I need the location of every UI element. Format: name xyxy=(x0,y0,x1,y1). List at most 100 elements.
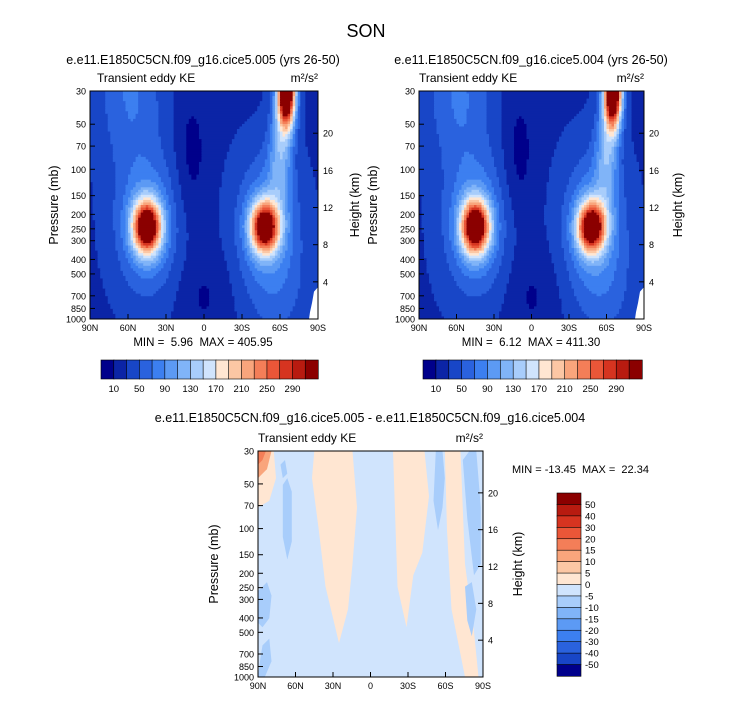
contour-cell xyxy=(112,159,137,163)
contour-cell xyxy=(629,250,644,254)
contour-cell xyxy=(107,121,159,125)
contour-cell xyxy=(138,222,157,226)
contour-cell xyxy=(138,220,157,224)
contour-cell xyxy=(259,243,266,247)
panel-c-ylabel: Pressure (mb) xyxy=(207,524,221,603)
contour-cell xyxy=(140,243,144,247)
contour-cell xyxy=(419,306,440,310)
contour-cell xyxy=(125,278,167,282)
contour-cell xyxy=(624,184,644,188)
contour-cell xyxy=(173,118,190,122)
contour-cell xyxy=(158,184,165,188)
colorbar-label: 50 xyxy=(585,500,596,511)
contour-cell xyxy=(252,250,256,254)
contour-cell xyxy=(158,225,162,229)
contour-cell xyxy=(516,235,548,239)
contour-cell xyxy=(158,187,167,191)
contour-cell xyxy=(158,220,162,224)
contour-cell xyxy=(606,189,613,193)
negative-patch xyxy=(282,478,292,560)
contour-cell xyxy=(133,258,137,262)
contour-cell xyxy=(474,205,478,209)
contour-cell xyxy=(606,96,620,100)
contour-cell xyxy=(576,215,580,219)
contour-cell xyxy=(466,293,483,297)
contour-cell xyxy=(544,210,563,214)
contour-cell xyxy=(624,103,628,107)
contour-cell xyxy=(609,263,618,267)
contour-cell xyxy=(181,192,220,196)
contour-cell xyxy=(516,121,525,125)
contour-cell xyxy=(499,184,510,188)
contour-cell xyxy=(272,205,276,209)
contour-cell xyxy=(176,225,187,229)
contour-cell xyxy=(166,245,172,249)
contour-cell xyxy=(135,182,157,186)
contour-cell xyxy=(290,230,294,234)
contour-cell xyxy=(569,177,583,181)
contour-cell xyxy=(300,210,318,214)
y-tick-label: 400 xyxy=(239,613,254,623)
contour-cell xyxy=(604,235,608,239)
contour-cell xyxy=(236,311,258,315)
contour-cell xyxy=(254,215,258,219)
contour-cell xyxy=(133,225,137,229)
contour-cell xyxy=(269,96,273,100)
contour-cell xyxy=(506,288,530,292)
contour-cell xyxy=(297,169,314,173)
contour-cell xyxy=(287,184,294,188)
contour-cell xyxy=(168,270,182,274)
contour-cell xyxy=(606,91,620,95)
contour-cell xyxy=(90,136,111,140)
contour-cell xyxy=(282,111,291,115)
contour-cell xyxy=(479,199,485,204)
contour-cell xyxy=(120,222,127,226)
contour-cell xyxy=(269,93,273,97)
contour-cell xyxy=(272,210,276,214)
contour-cell xyxy=(247,263,256,267)
contour-cell xyxy=(90,240,96,244)
contour-cell xyxy=(616,258,630,262)
contour-cell xyxy=(105,291,137,295)
contour-cell xyxy=(426,263,450,267)
contour-cell xyxy=(226,154,258,158)
contour-cell xyxy=(247,225,251,229)
contour-cell xyxy=(300,225,318,229)
contour-cell xyxy=(494,260,503,264)
contour-cell xyxy=(631,101,644,105)
contour-cell xyxy=(280,232,284,236)
contour-cell xyxy=(285,250,294,254)
contour-cell xyxy=(287,199,294,204)
contour-cell xyxy=(153,235,157,239)
contour-cell xyxy=(634,141,644,145)
contour-cell xyxy=(456,207,460,211)
contour-cell xyxy=(155,260,162,264)
contour-cell xyxy=(561,308,583,312)
contour-cell xyxy=(150,250,154,254)
contour-cell xyxy=(544,205,563,209)
contour-cell xyxy=(285,146,289,150)
contour-cell xyxy=(90,156,114,160)
contour-cell xyxy=(454,184,463,188)
contour-cell xyxy=(166,212,170,216)
contour-cell xyxy=(138,227,157,231)
contour-cell xyxy=(501,116,520,120)
contour-cell xyxy=(496,207,500,211)
contour-cell xyxy=(297,194,318,198)
contour-cell xyxy=(173,192,182,196)
contour-cell xyxy=(130,217,134,221)
contour-cell xyxy=(486,172,498,176)
contour-cell xyxy=(616,113,620,117)
contour-cell xyxy=(90,245,96,249)
contour-cell xyxy=(599,146,603,150)
contour-cell xyxy=(449,235,455,239)
contour-cell xyxy=(110,131,159,135)
contour-cell xyxy=(486,222,490,226)
right-tick-label: 4 xyxy=(323,277,328,287)
contour-cell xyxy=(285,240,289,244)
contour-cell xyxy=(254,230,258,234)
contour-cell xyxy=(295,298,318,302)
contour-cell xyxy=(569,121,595,125)
contour-cell xyxy=(504,248,515,252)
contour-cell xyxy=(464,240,468,244)
